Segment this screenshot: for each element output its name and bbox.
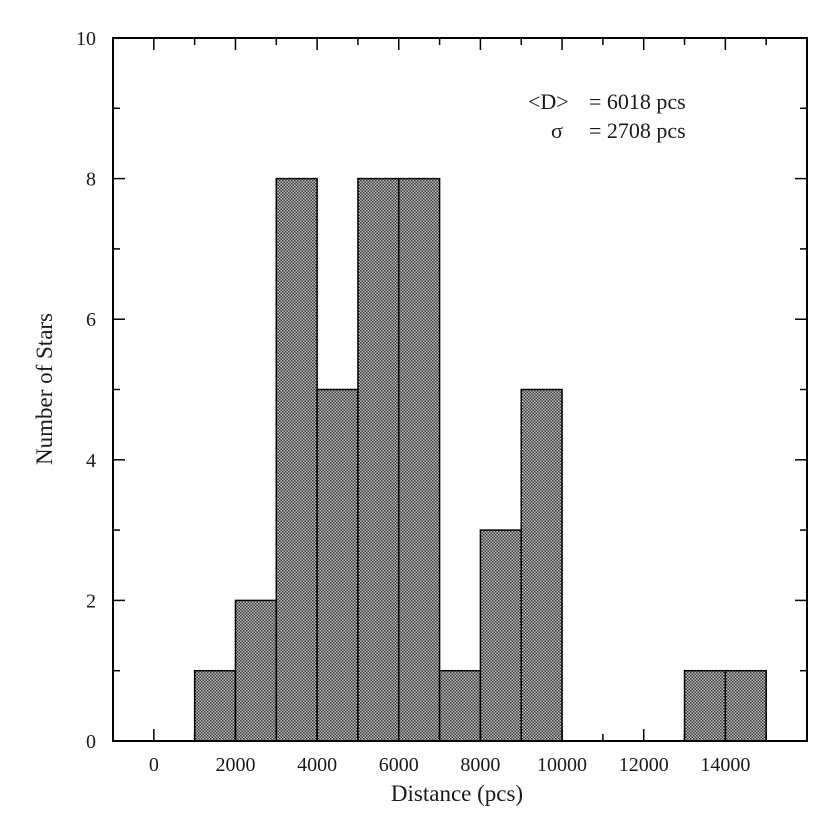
- tick-labels-group: 0 2000 4000 6000 8000 10000 12000 14000 0 2 4 6 8 10: [76, 28, 750, 776]
- histogram-bar-0: [193, 669, 237, 742]
- histogram-bar-3: [316, 388, 359, 742]
- y-tick-label: 2: [86, 590, 96, 612]
- x-tick-label: 4000: [297, 754, 337, 776]
- plot-frame: [112, 37, 808, 742]
- x-tick-label: 14000: [700, 754, 750, 776]
- sigma-value: = 2708 pcs: [589, 118, 686, 143]
- histogram-bar-2: [275, 177, 318, 742]
- y-axis-title: Number of Stars: [32, 313, 57, 465]
- x-tick-label: 6000: [379, 754, 419, 776]
- histogram-bar-5: [398, 177, 441, 742]
- y-tick-label: 10: [76, 28, 96, 50]
- x-tick-label: 0: [149, 754, 159, 776]
- x-tick-label: 2000: [215, 754, 255, 776]
- histogram-bar-13: [724, 669, 767, 742]
- x-axis-title: Distance (pcs): [391, 781, 523, 806]
- y-tick-label: 8: [86, 169, 96, 191]
- histogram-bar-1: [234, 599, 278, 742]
- sigma-label: σ: [551, 118, 563, 143]
- histogram-bar-7: [479, 529, 522, 742]
- histogram-bar-6: [438, 669, 482, 742]
- mean-value: = 6018 pcs: [589, 89, 686, 114]
- y-tick-label: 6: [86, 309, 96, 331]
- y-tick-label: 0: [86, 731, 96, 753]
- y-tick-label: 4: [86, 450, 96, 472]
- histogram-bar-8: [520, 388, 563, 742]
- x-tick-label: 12000: [619, 754, 669, 776]
- bars-group: [193, 177, 767, 742]
- mean-label: <D>: [528, 89, 569, 114]
- ticks-group: [113, 37, 807, 742]
- x-tick-label: 8000: [460, 754, 500, 776]
- x-tick-label: 10000: [537, 754, 587, 776]
- histogram-bar-12: [683, 669, 727, 742]
- histogram-bar-4: [357, 177, 400, 742]
